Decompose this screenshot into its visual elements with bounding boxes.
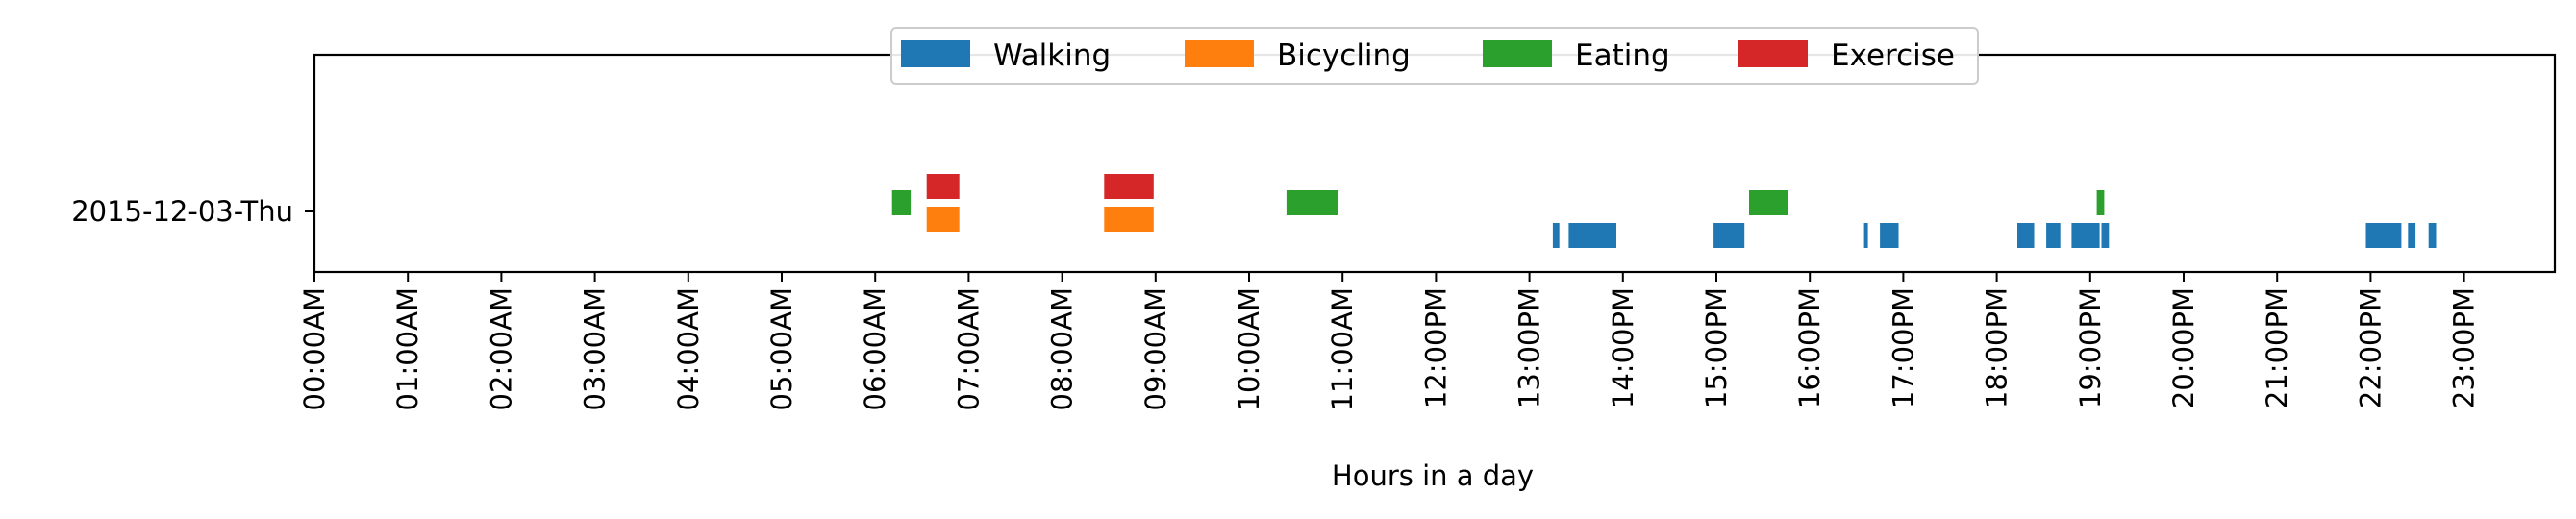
x-tick-label: 16:00PM <box>1793 287 1826 408</box>
x-axis-title: Hours in a day <box>1332 459 1534 492</box>
bar-walking-9 <box>2365 223 2402 248</box>
x-tick-label: 07:00AM <box>952 287 985 410</box>
bar-walking-11 <box>2428 223 2437 248</box>
y-tick-label: 2015-12-03-Thu <box>71 195 293 228</box>
bar-bicycling-0 <box>926 207 960 232</box>
x-tick-label: 13:00PM <box>1513 287 1546 408</box>
legend-swatch-exercise <box>1738 40 1808 67</box>
bar-exercise-0 <box>926 174 960 199</box>
bar-walking-6 <box>2046 223 2061 248</box>
legend-swatch-bicycling <box>1185 40 1254 67</box>
x-tick-label: 00:00AM <box>298 287 331 410</box>
legend-label-exercise: Exercise <box>1831 38 1955 73</box>
bar-walking-4 <box>1880 223 1899 248</box>
x-tick-label: 11:00AM <box>1326 287 1359 410</box>
x-tick-label: 12:00PM <box>1419 287 1452 408</box>
legend-box <box>890 27 1979 85</box>
x-tick-label: 15:00PM <box>1700 287 1733 408</box>
bar-walking-8 <box>2101 223 2110 248</box>
y-axis: 2015-12-03-Thu <box>71 195 314 228</box>
bar-eating-1 <box>1286 190 1338 215</box>
x-tick-label: 01:00AM <box>391 287 424 410</box>
bar-eating-2 <box>1749 190 1788 215</box>
x-tick-label: 22:00PM <box>2354 287 2387 408</box>
x-tick-label: 09:00AM <box>1139 287 1172 410</box>
legend-label-eating: Eating <box>1575 38 1670 73</box>
bar-walking-10 <box>2408 223 2416 248</box>
x-tick-label: 04:00AM <box>672 287 705 410</box>
x-tick-label: 14:00PM <box>1607 287 1639 408</box>
bar-walking-2 <box>1713 223 1745 248</box>
bar-walking-7 <box>2071 223 2100 248</box>
bar-eating-3 <box>2096 190 2105 215</box>
x-tick-label: 02:00AM <box>485 287 517 410</box>
x-tick-label: 03:00AM <box>579 287 612 410</box>
x-tick-label: 23:00PM <box>2448 287 2481 408</box>
bar-walking-0 <box>1552 223 1560 248</box>
bar-eating-0 <box>891 190 912 215</box>
plot-area <box>313 53 2557 274</box>
legend-label-bicycling: Bicycling <box>1277 38 1411 73</box>
bar-walking-5 <box>2017 223 2035 248</box>
x-tick-label: 21:00PM <box>2261 287 2293 408</box>
x-tick-label: 08:00AM <box>1046 287 1079 410</box>
bar-bicycling-1 <box>1104 207 1154 232</box>
x-tick-label: 05:00AM <box>765 287 798 410</box>
x-tick-label: 18:00PM <box>1981 287 2013 408</box>
activity-bars <box>891 174 2437 248</box>
legend-label-walking: Walking <box>993 38 1111 73</box>
x-axis: 00:00AM 01:00AM 02:00AM 03:00AM 04:00AM 05:00… <box>298 272 2481 410</box>
bar-exercise-1 <box>1104 174 1154 199</box>
x-tick-label: 17:00PM <box>1887 287 1919 408</box>
x-tick-label: 06:00AM <box>859 287 891 410</box>
bar-walking-3 <box>1863 223 1868 248</box>
legend-swatch-walking <box>901 40 970 67</box>
x-tick-label: 20:00PM <box>2167 287 2200 408</box>
bar-walking-1 <box>1568 223 1616 248</box>
legend-swatch-eating <box>1483 40 1552 67</box>
legend: Walking Bicycling Eating Exercise <box>890 27 1979 85</box>
x-tick-label: 19:00PM <box>2074 287 2107 408</box>
x-tick-label: 10:00AM <box>1233 287 1265 410</box>
